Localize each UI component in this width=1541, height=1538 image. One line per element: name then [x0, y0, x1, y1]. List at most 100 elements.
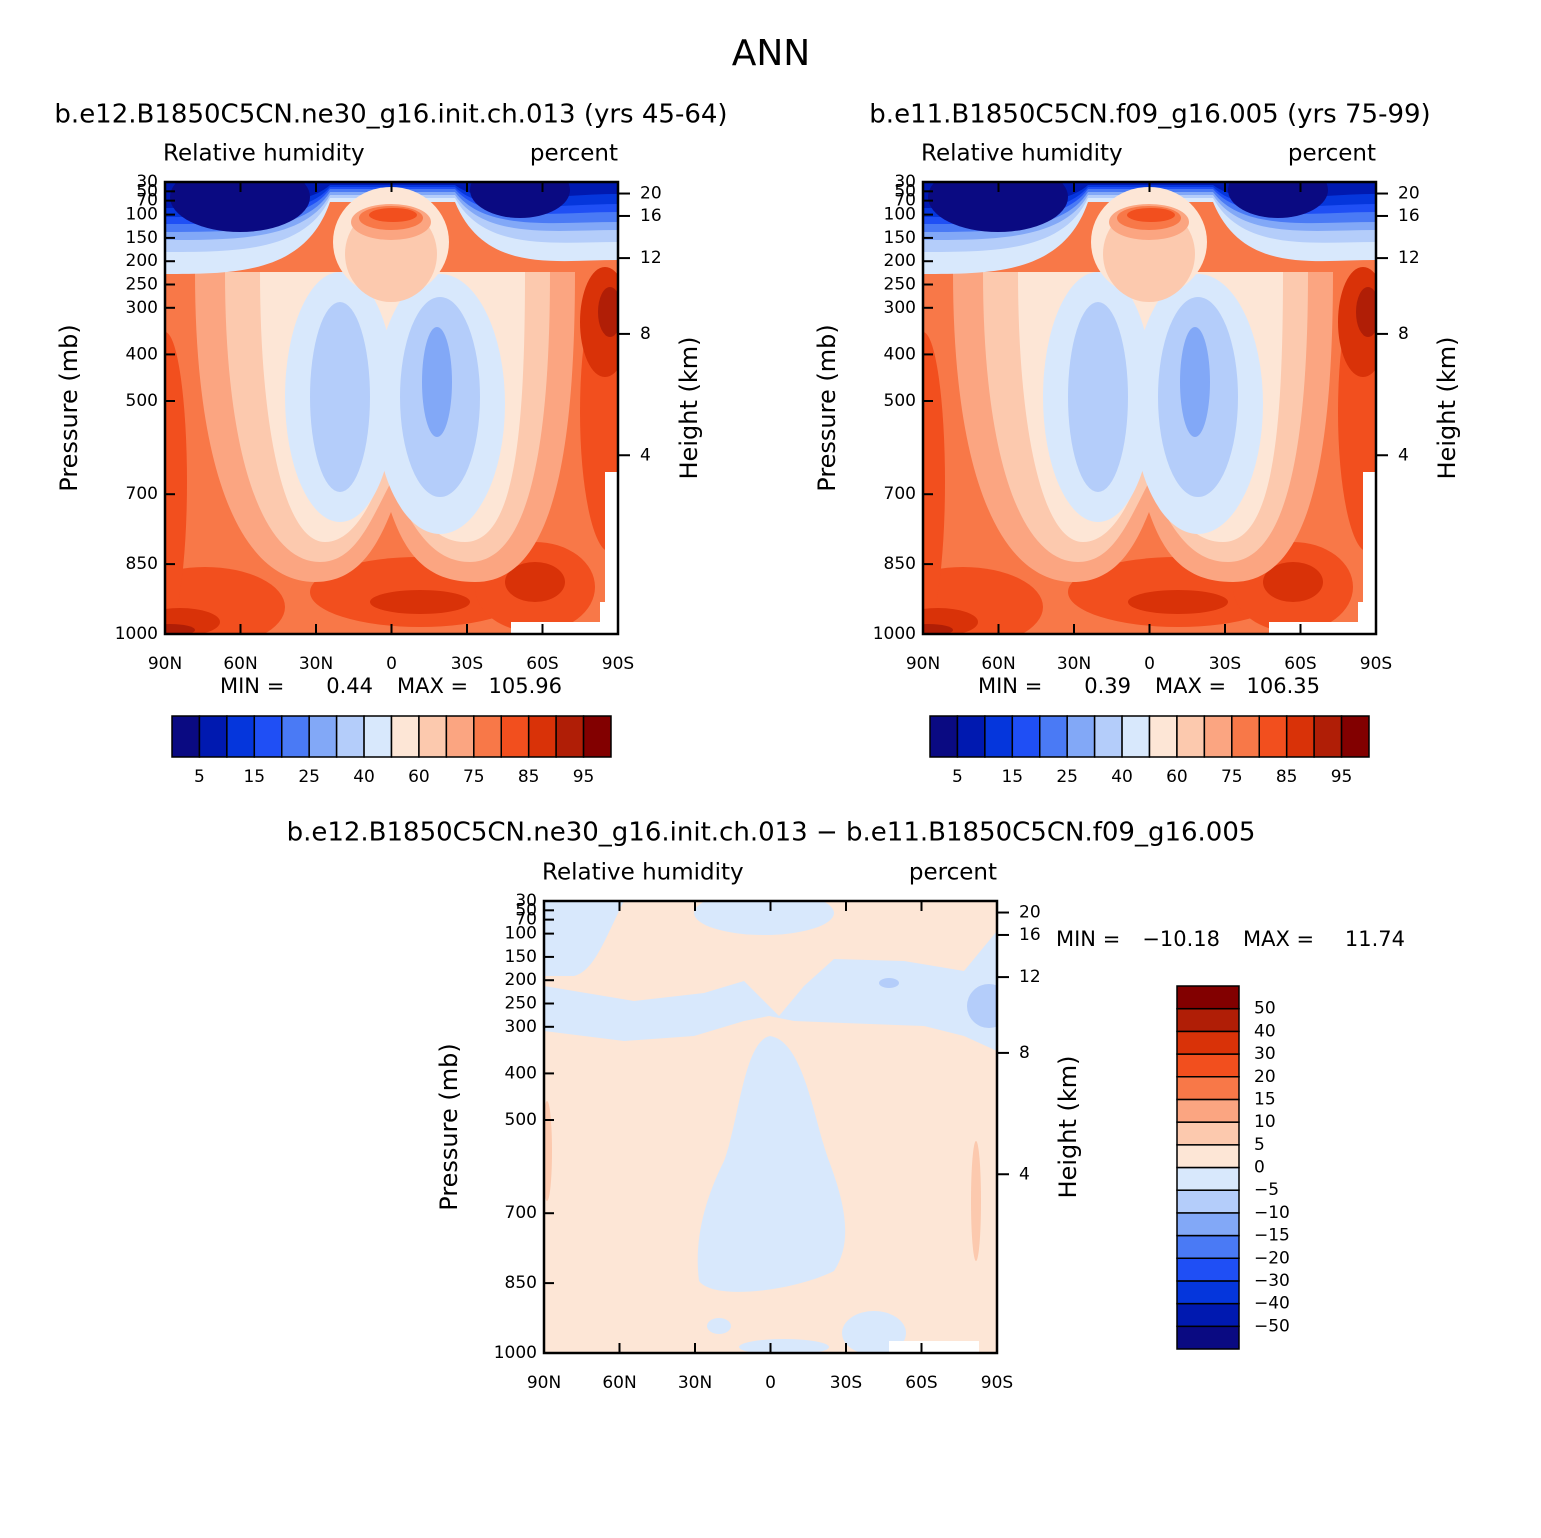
right-label: percent	[909, 860, 997, 886]
y-tick-label: 500	[505, 1110, 537, 1130]
colorbar-box	[1176, 1053, 1240, 1078]
y-tick-label: 70	[894, 191, 916, 211]
y-tick-label: 30	[136, 172, 158, 192]
contour-field	[544, 901, 997, 1353]
colorbar-box	[1176, 1144, 1240, 1169]
max-value: 106.35	[1247, 674, 1320, 698]
y-tick-label: 850	[884, 554, 916, 574]
x-tick-label: 60S	[905, 1373, 937, 1393]
min-label: MIN =	[978, 674, 1042, 698]
contour-region	[165, 624, 195, 634]
x-tick-label: 0	[765, 1373, 776, 1393]
colorbar-box	[1066, 715, 1096, 758]
colorbar-box	[253, 715, 283, 758]
x-tick-label: 30S	[451, 654, 483, 674]
x-tick-label: 30S	[1209, 654, 1241, 674]
colorbar-box	[390, 715, 420, 758]
colorbar-box	[500, 715, 530, 758]
contour-region	[1180, 327, 1210, 437]
contour-region	[879, 978, 899, 988]
y-tick-label: 70	[136, 191, 158, 211]
colorbar-label: 40	[353, 767, 375, 787]
colorbar-label: 75	[463, 767, 485, 787]
colorbar-label: 25	[298, 767, 320, 787]
colorbar-label: −30	[1254, 1271, 1290, 1291]
contour-region	[422, 327, 452, 437]
y2-tick-label: 8	[1398, 324, 1409, 344]
colorbar-label: 95	[573, 767, 595, 787]
contour-region	[598, 287, 618, 337]
y2-tick-label: 4	[1019, 1164, 1030, 1184]
colorbar-label: 15	[1254, 1089, 1276, 1109]
y-axis-label: Pressure (mb)	[813, 324, 841, 491]
colorbar-label: 85	[1276, 767, 1298, 787]
y2-tick-label: 12	[640, 248, 662, 268]
y-tick-label: 70	[515, 910, 537, 930]
colorbar-box	[582, 715, 612, 758]
contour-region	[923, 624, 953, 634]
contour-field	[165, 182, 618, 634]
y-tick-label: 250	[884, 275, 916, 295]
colorbar-box	[1176, 715, 1206, 758]
colorbar-box	[1176, 1234, 1240, 1259]
y2-axis-label: Height (km)	[1054, 1056, 1082, 1199]
contour-region	[370, 590, 470, 614]
colorbar-label: 15	[243, 767, 265, 787]
y-tick-label: 50	[515, 900, 537, 920]
colorbar-box	[281, 715, 310, 758]
colorbar-label: 5	[194, 767, 205, 787]
max-value: 105.96	[489, 674, 562, 698]
colorbar-box	[1176, 1076, 1240, 1101]
colorbar-box	[363, 715, 393, 758]
colorbar-label: 5	[952, 767, 963, 787]
y2-tick-label: 12	[1398, 248, 1420, 268]
colorbar-box	[1039, 715, 1068, 758]
colorbar-box	[1176, 1280, 1240, 1305]
colorbar-box	[1176, 1212, 1240, 1237]
colorbar-box	[1176, 985, 1240, 1010]
y-tick-label: 1000	[494, 1343, 537, 1363]
contour-region	[1356, 287, 1376, 337]
colorbar-label: 75	[1221, 767, 1243, 787]
y2-tick-label: 4	[640, 445, 651, 465]
contour-region	[1128, 590, 1228, 614]
colorbar-label: 5	[1254, 1135, 1265, 1155]
y-axis-label: Pressure (mb)	[435, 1043, 463, 1210]
contour-region	[1228, 182, 1328, 218]
x-tick-label: 30N	[1057, 654, 1091, 674]
x-tick-label: 0	[1144, 654, 1155, 674]
x-tick-label: 60S	[1284, 654, 1316, 674]
colorbar-box	[1176, 1030, 1240, 1055]
colorbar-box	[1176, 1325, 1240, 1350]
colorbar-box	[555, 715, 585, 758]
contour-region	[310, 302, 370, 492]
figure-title: ANN	[732, 33, 811, 74]
missing-area	[605, 472, 618, 634]
x-tick-label: 60S	[526, 654, 558, 674]
x-tick-label: 90S	[602, 654, 634, 674]
max-label: MAX =	[1243, 927, 1314, 951]
min-label: MIN =	[1056, 927, 1120, 951]
contour-region	[923, 332, 945, 632]
colorbar-box	[1285, 715, 1315, 758]
colorbar-box	[929, 715, 959, 758]
colorbar-box	[1176, 1166, 1240, 1191]
y2-tick-label: 16	[640, 206, 662, 226]
colorbar-box	[1203, 715, 1233, 758]
colorbar-box	[445, 715, 475, 758]
min-value: 0.44	[326, 674, 373, 698]
colorbar-box	[1231, 715, 1260, 758]
colorbar-box	[308, 715, 338, 758]
colorbar-box	[1148, 715, 1178, 758]
x-tick-label: 0	[386, 654, 397, 674]
y-tick-label: 1000	[873, 624, 916, 644]
colorbar-box	[473, 715, 502, 758]
panel-subtitle: b.e11.B1850C5CN.f09_g16.005 (yrs 75-99)	[869, 100, 1430, 130]
contour-region	[739, 1339, 829, 1353]
y-tick-label: 400	[505, 1063, 537, 1083]
colorbar-label: −40	[1254, 1294, 1290, 1314]
y2-tick-label: 20	[1398, 184, 1420, 204]
contour-region	[1068, 302, 1128, 492]
colorbar-label: 40	[1254, 1021, 1276, 1041]
